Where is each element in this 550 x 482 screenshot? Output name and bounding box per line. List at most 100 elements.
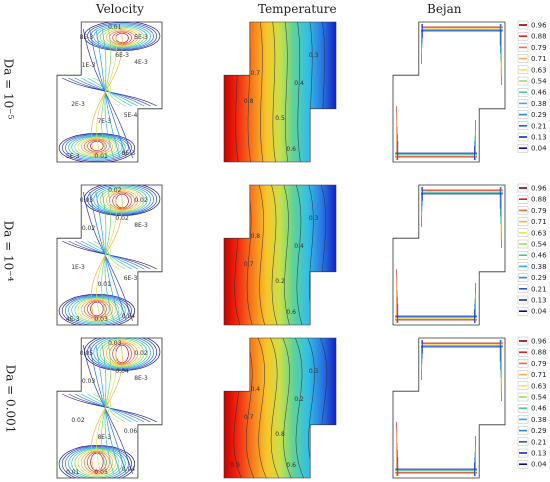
velocity-contour-label: 0.03 [82,378,96,385]
velocity-contour-label: 0.06 [124,428,138,435]
bejan-domain-outline-3 [392,337,506,479]
velocity-domain-outline-1 [56,21,163,163]
temperature-contour-label: 0.7 [244,261,254,268]
temperature-domain-outline-3 [223,337,337,479]
colorbar-3: 0.96 0.88 0.79 0.71 0.63 0.54 0.46 0.38 0.29 0.21… [517,336,547,469]
temperature-contour-label: 0.8 [275,431,285,438]
velocity-contour-label: 1E-3 [82,62,96,69]
colorbar-tick-label: 0.21 [531,285,547,293]
velocity-contour-label: 0.02 [134,197,148,204]
colorbar-tick-label: 0.04 [531,145,547,153]
temperature-contour-label: 0.8 [244,98,254,105]
temperature-contour-label: 0.9 [230,462,240,469]
column-title-velocity: Velocity [96,2,144,16]
bejan-panel-3 [392,337,506,479]
velocity-domain-outline-3 [56,337,163,479]
colorbar-tick-label: 0.63 [531,229,547,237]
velocity-contour-label: 8E-3 [122,150,136,157]
colorbar-tick-label: 0.54 [531,78,547,86]
velocity-contour-label: 8E-3 [134,375,148,382]
velocity-contour-label: 0.02 [134,350,148,357]
colorbar-tick-label: 0.88 [531,349,547,357]
colorbar-tick-label: 0.46 [531,89,547,97]
velocity-contour-label: 5E-3 [134,34,148,41]
temperature-contour-label: 0.8 [251,233,261,240]
temperature-contour-label: 0.3 [309,368,319,375]
colorbar-tick-label: 0.96 [531,185,547,193]
colorbar-tick-label: 0.79 [531,207,547,215]
velocity-contour-label: 8E-3 [97,434,111,441]
colorbar-tick-label: 0.04 [531,308,547,316]
velocity-contour-label: 1E-3 [71,264,85,271]
velocity-contour-label: 0.05 [80,350,94,357]
temperature-contour-label: 0.4 [294,80,304,87]
temperature-contour-label: 0.7 [251,70,261,77]
colorbar-tick-label: 0.21 [531,122,547,130]
temperature-contour-label: 0.6 [286,146,296,153]
velocity-contour-label: 0.04 [122,466,136,473]
temperature-panel-1: 0.3 0.4 0.7 0.8 0.6 0.5 [223,21,337,163]
colorbar-tick-label: 0.29 [531,111,547,119]
colorbar-tick-label: 0.54 [531,241,547,249]
velocity-contour-label: 0.01 [108,24,122,31]
temperature-panel-2: 0.3 0.4 0.8 0.7 0.6 0.2 [223,184,337,326]
velocity-contour-label: 0.01 [98,281,112,288]
velocity-contour-label: 0.02 [115,215,129,222]
bejan-panel-2 [392,184,506,326]
velocity-contour-label: 0.03 [80,197,94,204]
velocity-contour-label: 2E-3 [71,101,85,108]
colorbar-tick-label: 0.21 [531,438,547,446]
colorbar-tick-label: 0.79 [531,44,547,52]
velocity-contour-label: 0.02 [108,187,122,194]
velocity-contour-label: 4E-3 [134,59,148,66]
colorbar-tick-label: 0.13 [531,297,547,305]
colorbar-tick-label: 0.54 [531,394,547,402]
colorbar-tick-label: 0.04 [531,461,547,469]
bejan-panel-1 [392,21,506,163]
colorbar-tick-label: 0.63 [531,382,547,390]
column-title-temperature: Temperature [258,2,337,16]
temperature-domain-outline-1 [223,21,337,163]
colorbar-tick-label: 0.38 [531,263,547,271]
velocity-contour-label: 5E-3 [66,153,80,160]
bejan-domain-outline-2 [392,184,506,326]
velocity-contour-label: 0.02 [82,225,96,232]
colorbar-tick-label: 0.88 [531,196,547,204]
velocity-contour-label: 4E-3 [66,316,80,323]
velocity-contour-label: 0.05 [94,469,108,476]
colorbar-tick-label: 0.71 [531,371,547,379]
velocity-contour-label: 8E-3 [134,222,148,229]
column-title-bejan: Bejan [427,2,462,16]
colorbar-tick-label: 0.29 [531,427,547,435]
velocity-contour-label: 0.03 [108,340,122,347]
colorbar-2: 0.96 0.88 0.79 0.71 0.63 0.54 0.46 0.38 0.29 0.21… [517,183,547,316]
velocity-contour-label: 0.03 [94,316,108,323]
velocity-panel-3: 0.03 0.05 0.03 0.04 8E-3 0.02 8E-3 0.06 0.01 0.05… [56,337,163,479]
velocity-contour-label: 6E-3 [124,275,138,282]
temperature-contour-label: 0.2 [275,278,285,285]
temperature-contour-label: 0.7 [244,414,254,421]
velocity-panel-1: 0.01 8E-3 1E-3 6E-3 4E-3 2E-3 7E-3 5E-4 5E-3 0.01… [56,21,163,163]
colorbar-1: 0.96 0.88 0.79 0.71 0.63 0.54 0.46 0.38 0.29 0.21… [517,20,547,153]
velocity-contour-label: 0.02 [71,417,85,424]
velocity-panel-2: 0.02 0.03 0.02 0.02 8E-3 1E-3 0.01 6E-3 4E-3 0.03… [56,184,163,326]
velocity-contour-label: 8E-3 [80,34,94,41]
velocity-contour-label: 5E-4 [124,112,138,119]
velocity-contour-label: 0.01 [94,153,108,160]
colorbar-tick-label: 0.13 [531,450,547,458]
colorbar-tick-label: 0.71 [531,218,547,226]
temperature-contour-label: 0.6 [286,462,296,469]
colorbar-tick-label: 0.71 [531,55,547,63]
temperature-contour-label: 0.3 [309,52,319,59]
temperature-panel-3: 0.3 0.2 0.4 0.7 0.6 0.8 0.9 [223,337,337,479]
colorbar-tick-label: 0.13 [531,134,547,142]
velocity-domain-outline-2 [56,184,163,326]
temperature-contour-label: 0.4 [251,386,261,393]
velocity-contour-label: 7E-3 [97,118,111,125]
temperature-contour-label: 0.5 [275,115,285,122]
colorbar-tick-label: 0.38 [531,100,547,108]
temperature-contour-label: 0.3 [309,215,319,222]
temperature-contour-label: 0.6 [286,309,296,316]
colorbar-tick-label: 0.29 [531,274,547,282]
